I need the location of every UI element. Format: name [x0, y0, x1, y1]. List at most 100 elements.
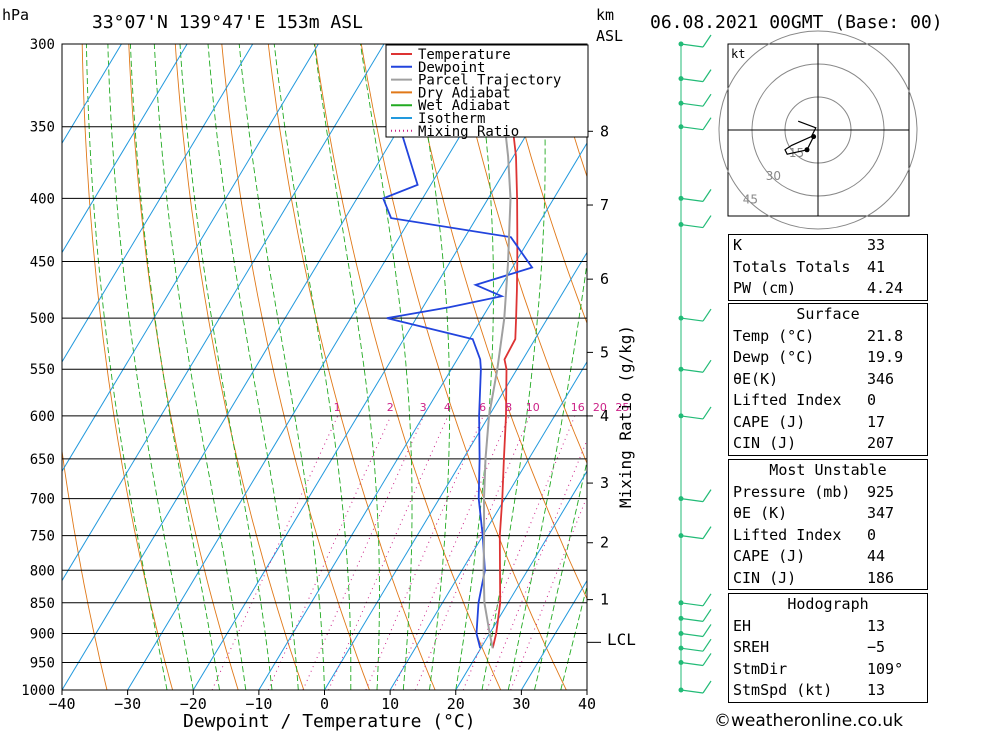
index-value: 347 — [867, 504, 895, 522]
legend-box — [385, 44, 589, 138]
index-label: Lifted Index — [733, 525, 842, 544]
lcl-label: LCL — [607, 630, 636, 649]
hodograph: kt 15 30 45 — [718, 30, 918, 230]
km-tick-label: 3 — [600, 474, 609, 492]
asl-label: ASL — [596, 27, 623, 45]
mixing-ratio-label: 25 — [615, 401, 629, 414]
index-value: 21.8 — [867, 326, 904, 345]
wind-shaft — [680, 602, 704, 607]
mixing-ratio-label: 4 — [444, 401, 451, 414]
mu-row: CAPE (J) 44 — [729, 546, 927, 568]
wind-feather — [702, 189, 712, 202]
index-value: 13 — [867, 616, 886, 635]
copyright-footer[interactable]: ©weatheronline.co.uk — [714, 711, 904, 731]
isotherm — [62, 44, 188, 254]
km-label: km — [596, 6, 614, 24]
surface-panel: Surface Temp (°C) 21.8 Dewp (°C) 19.9 θE(K… — [728, 303, 928, 456]
most-unstable-panel: Most Unstable Pressure (mb) 925 θE (K) 347… — [728, 459, 928, 590]
wind-barb — [678, 215, 712, 229]
pressure-tick-label: 400 — [30, 191, 55, 207]
isotherm — [62, 44, 254, 363]
wind-feather — [702, 93, 712, 107]
indices-top-panel: K 33 Totals Totals 41 PW (cm) 4.24 — [728, 234, 928, 301]
plot-frame — [61, 43, 588, 691]
pressure-tick-label: 800 — [30, 563, 55, 579]
wind-shaft — [680, 632, 704, 638]
legend-label: Parcel Trajectory — [418, 73, 561, 89]
wind-barb — [678, 117, 712, 131]
dry-adiabat — [453, 44, 587, 465]
series-layer — [382, 44, 534, 649]
wind-feather — [702, 117, 712, 131]
wind-shaft — [680, 78, 704, 83]
index-value: 109° — [867, 659, 904, 678]
mixing-ratio-label: 10 — [526, 401, 540, 414]
dry-adiabat — [128, 44, 239, 690]
hodograph-ring — [718, 30, 918, 230]
pressure-tick-label: 350 — [30, 120, 55, 136]
wet-adiabat — [413, 44, 451, 690]
hodo-row: EH 13 — [729, 616, 927, 638]
surface-row: θE(K) 346 — [729, 369, 927, 391]
wind-shaft — [680, 102, 704, 107]
index-row-k: K 33 — [729, 235, 927, 257]
index-value: 207 — [867, 434, 895, 452]
mixing-ratio-label: 2 — [387, 401, 394, 414]
pressure-tick-label: 900 — [30, 626, 55, 642]
wet-adiabat — [107, 44, 194, 690]
mu-row: Lifted Index 0 — [729, 525, 927, 547]
hodo-row: StmDir 109° — [729, 659, 927, 681]
mixing-ratio-label: 8 — [505, 401, 512, 414]
index-value: −5 — [867, 638, 886, 656]
wind-shaft — [680, 126, 704, 131]
wind-shaft — [680, 647, 704, 652]
isotherm — [520, 579, 587, 690]
x-tick-label: 20 — [447, 695, 465, 713]
index-label: CIN (J) — [733, 568, 797, 587]
hodograph-index-panel: Hodograph EH 13 SREH −5 StmDir 109° StmSpd … — [728, 593, 928, 703]
hodograph-ring-label: 15 — [789, 146, 804, 160]
km-tick-label: 1 — [600, 591, 609, 609]
wind-barb — [678, 308, 712, 322]
mixing-ratio-label: 6 — [479, 401, 486, 414]
wind-feather — [702, 359, 712, 373]
index-label: CAPE (J) — [733, 547, 806, 565]
wind-barb — [678, 93, 712, 107]
index-row-totals: Totals Totals 41 — [729, 257, 927, 279]
mixing-ratio-line — [414, 415, 531, 690]
legend-label: Dewpoint — [418, 60, 485, 76]
wet-adiabat — [238, 44, 325, 690]
wet-adiabat — [207, 44, 299, 690]
index-label: θE (K) — [733, 504, 788, 522]
surface-title: Surface — [796, 305, 860, 323]
mixing-ratio-line — [393, 415, 510, 690]
dry-adiabat — [957, 26, 1000, 690]
legend-label: Isotherm — [418, 111, 485, 127]
grid-layer — [62, 26, 1000, 690]
mixing-ratio-line — [302, 415, 425, 690]
index-value: 44 — [867, 547, 886, 565]
index-row-pw: PW (cm) 4.24 — [729, 278, 927, 300]
wind-barb — [678, 489, 712, 503]
hodograph-point — [804, 147, 810, 153]
dry-adiabat — [360, 44, 567, 690]
surface-row: Dewp (°C) 19.9 — [729, 347, 927, 369]
isotherm — [62, 44, 319, 473]
x-tick-label: 10 — [381, 695, 399, 713]
wind-barb — [678, 624, 712, 638]
dry-adiabat — [81, 44, 174, 690]
x-tick-label: −10 — [245, 695, 272, 713]
wet-adiabat — [85, 44, 168, 690]
legend-label: Temperature — [418, 47, 511, 63]
wind-barb — [678, 406, 712, 420]
isotherm — [62, 44, 451, 690]
index-value: 186 — [867, 568, 895, 587]
location-title: 33°07'N 139°47'E 153m ASL — [92, 12, 363, 33]
index-label: CIN (J) — [733, 434, 797, 452]
isotherm — [127, 44, 516, 690]
wind-shaft — [680, 43, 704, 48]
wind-feather — [702, 215, 712, 228]
wind-barb — [678, 609, 712, 622]
mixing-ratio-line — [211, 415, 339, 690]
km-tick-label: 8 — [600, 122, 609, 140]
